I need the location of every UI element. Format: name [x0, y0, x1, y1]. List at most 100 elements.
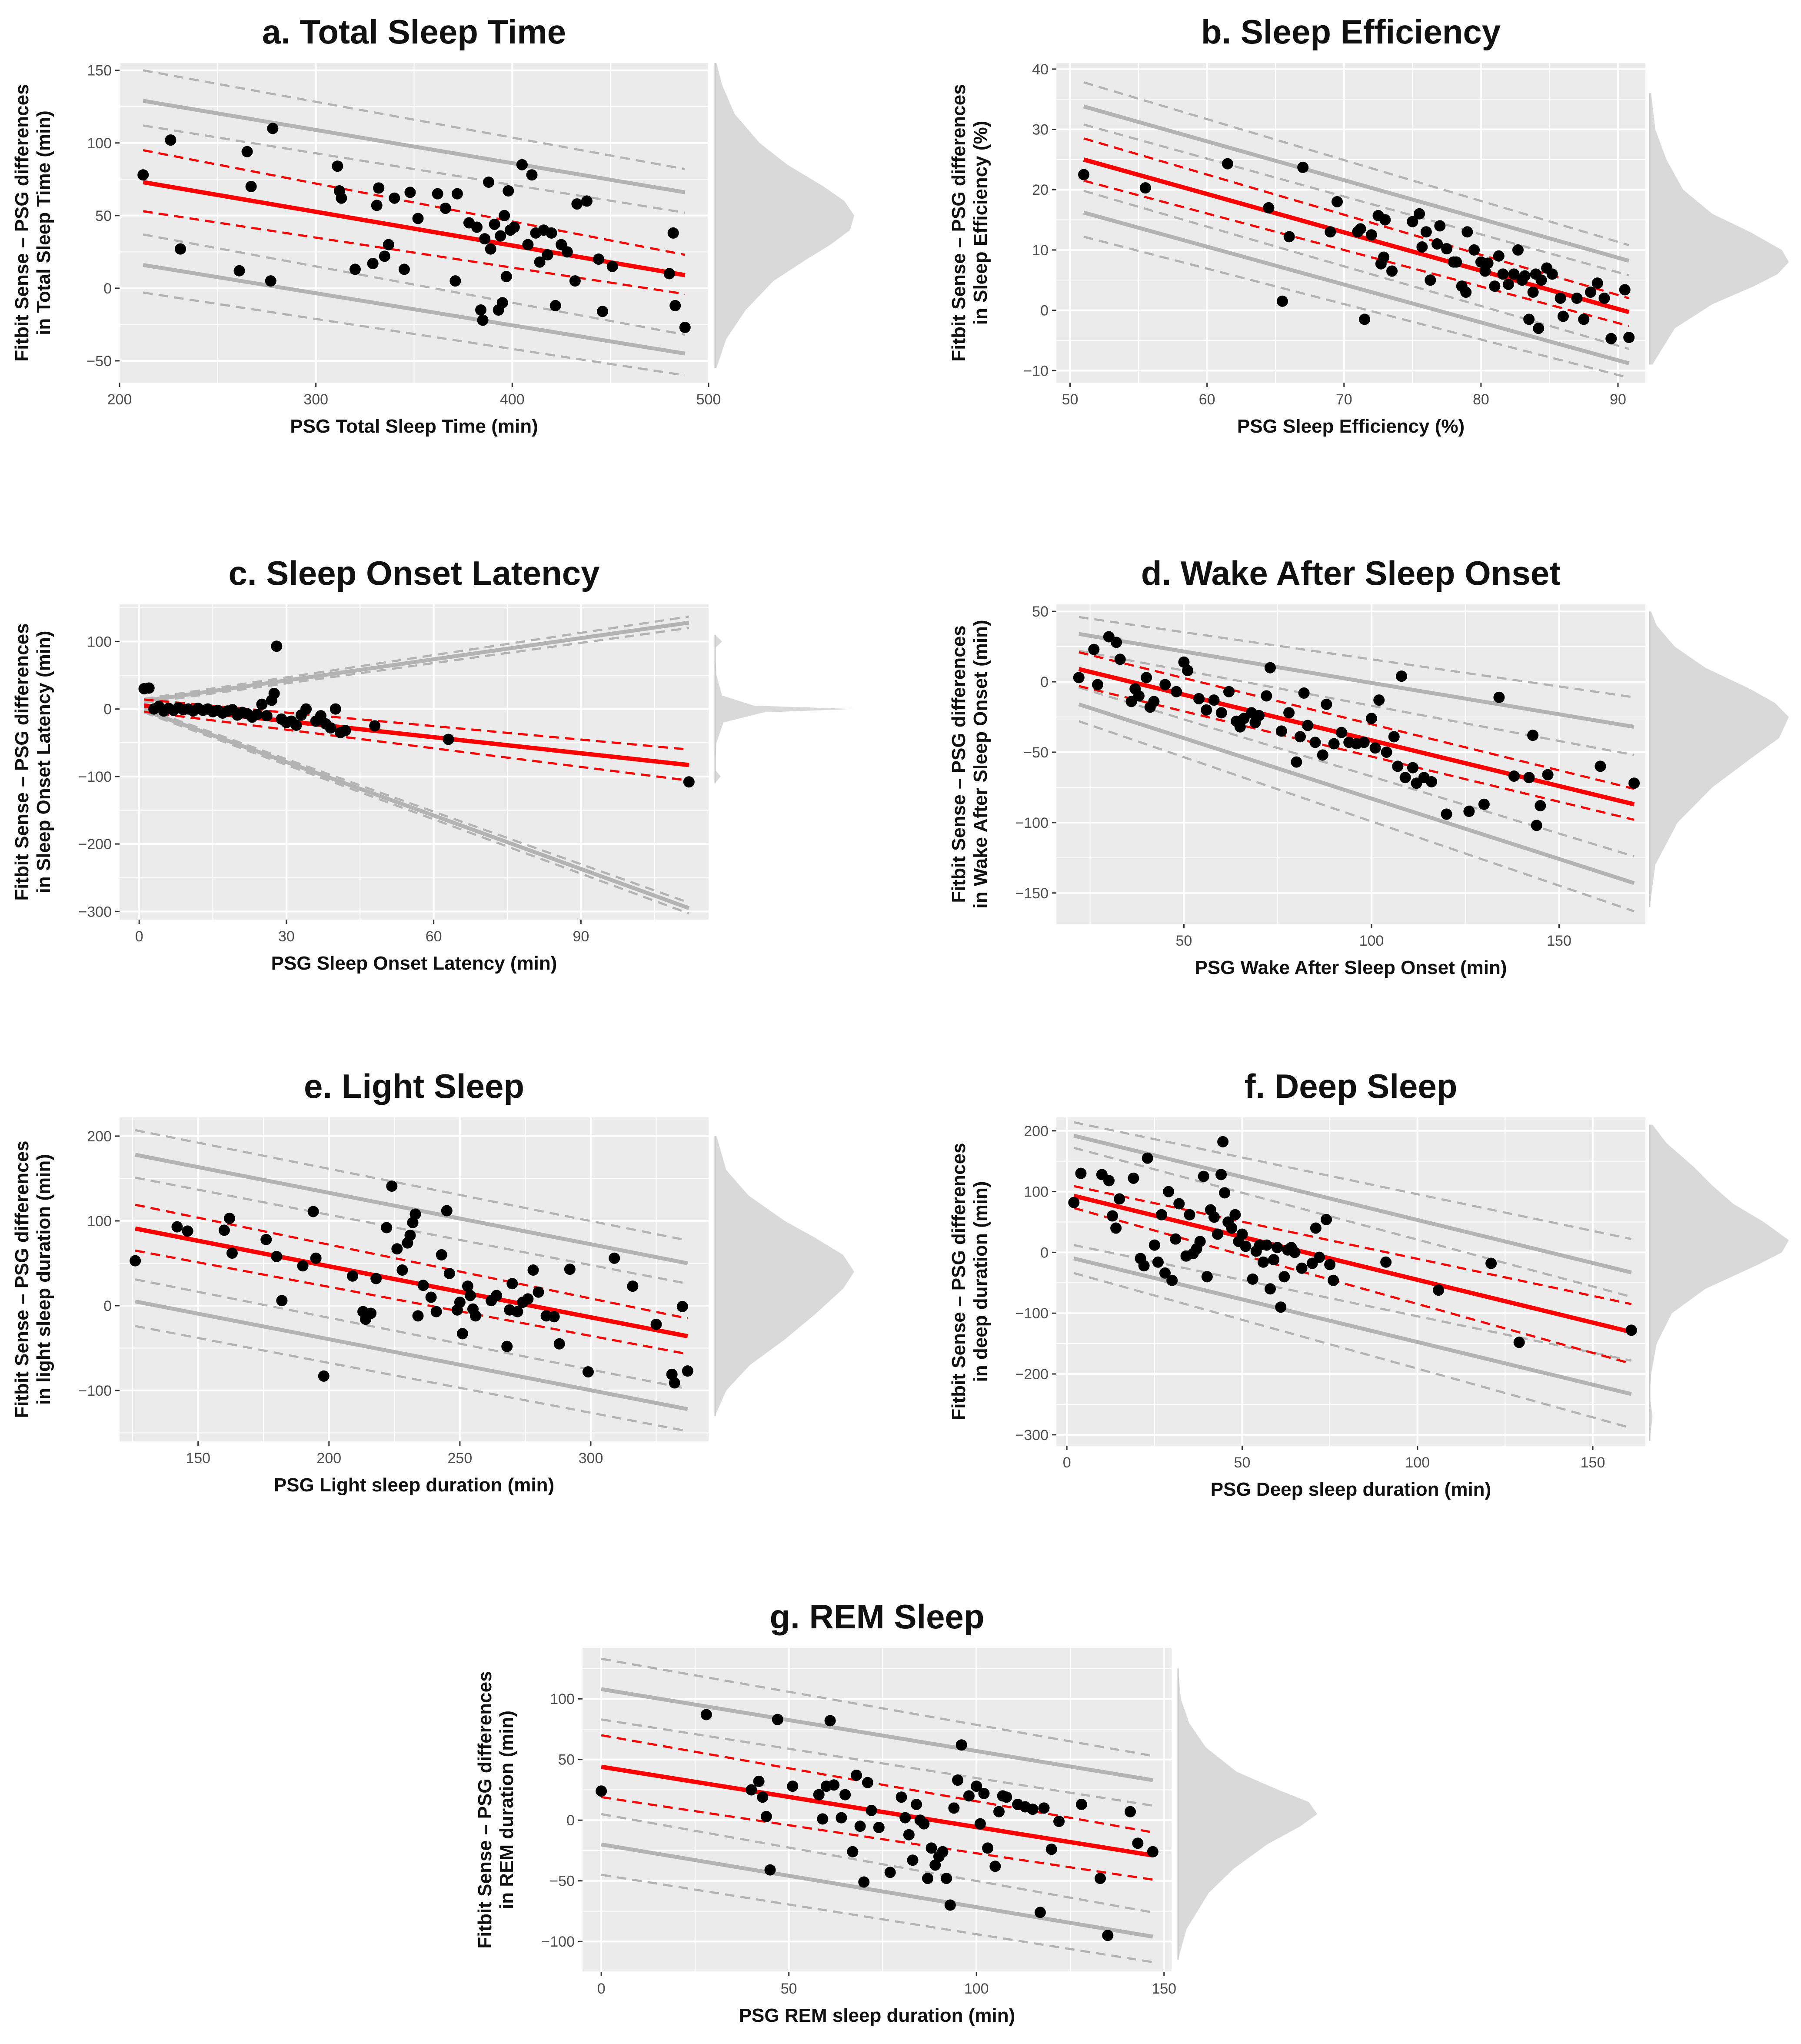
data-point [182, 1225, 193, 1237]
data-point [1275, 1301, 1287, 1313]
grid [583, 1648, 1172, 1972]
data-point [1441, 243, 1453, 255]
data-point [1493, 691, 1505, 703]
data-point [925, 1842, 937, 1854]
panel-b: b. Sleep Efficiency 50 60 70 80 90 −10 0 10 20 30 4… [948, 13, 1789, 437]
y-axis-label: in Sleep Efficiency (%) [970, 121, 991, 325]
data-point [1234, 721, 1246, 733]
data-point [1298, 687, 1310, 699]
data-point [669, 1377, 680, 1389]
data-point [1407, 216, 1418, 227]
data-point [1170, 1233, 1182, 1245]
regression-ci-upper-line [143, 149, 686, 256]
data-point [1261, 690, 1272, 702]
data-point [1208, 694, 1220, 706]
data-point [581, 195, 593, 207]
data-point [175, 243, 186, 255]
data-point [1309, 737, 1321, 748]
data-point [1396, 670, 1408, 682]
data-point [479, 233, 491, 245]
data-point [937, 1846, 949, 1857]
y-axis-label: Fitbit Sense – PSG differences [11, 623, 33, 900]
data-point [367, 258, 379, 270]
data-point [1208, 1211, 1220, 1223]
data-point [1324, 1259, 1336, 1270]
x-tick-label: 100 [964, 1981, 989, 1997]
data-point [464, 1290, 476, 1301]
data-point [593, 253, 605, 265]
data-point [165, 134, 176, 146]
data-point [1215, 707, 1227, 719]
data-point [318, 1370, 330, 1382]
x-tick-label: 300 [303, 391, 328, 408]
data-point [911, 1798, 922, 1810]
y-tick-label: 100 [87, 135, 112, 152]
x-axis-label: PSG Total Sleep Time (min) [290, 416, 538, 437]
data-point [546, 227, 557, 239]
data-point [1497, 268, 1509, 280]
data-point [1425, 274, 1436, 286]
data-point [1519, 270, 1531, 282]
data-point [907, 1854, 919, 1866]
axes: 0 50 100 150 −300 −200 −100 0 100 200 [1015, 1123, 1605, 1471]
data-point [1485, 1257, 1497, 1269]
x-tick-label: 300 [579, 1450, 603, 1467]
data-point [1605, 333, 1617, 344]
data-point [261, 710, 273, 722]
data-point [1420, 226, 1432, 238]
data-point [858, 1876, 870, 1888]
data-point [1317, 749, 1328, 761]
y-tick-label: 0 [566, 1812, 575, 1829]
data-point [669, 300, 681, 311]
data-point [1321, 1214, 1332, 1225]
data-point [503, 185, 514, 197]
data-point [683, 776, 695, 788]
data-point [407, 1217, 419, 1228]
data-point [1379, 214, 1391, 226]
y-tick-label: −50 [549, 1873, 575, 1890]
data-point [922, 1873, 934, 1884]
data-point [1253, 710, 1265, 721]
data-point [1388, 731, 1400, 743]
panel-a: a. Total Sleep Time 200 300 400 500 −50 0 50 100… [11, 13, 854, 437]
data-point [571, 198, 583, 210]
data-point [1546, 268, 1558, 280]
data-point [1215, 1169, 1227, 1180]
loa-lower-line [143, 263, 686, 356]
data-point [365, 1307, 377, 1319]
panel-f: f. Deep Sleep 0 50 100 150 −300 −200 −100 0 100 20… [948, 1067, 1789, 1500]
data-point [627, 1280, 639, 1292]
regression-ci-upper-line [1073, 1185, 1632, 1305]
data-points [137, 123, 691, 333]
data-point [1508, 268, 1520, 280]
data-point [746, 1784, 757, 1796]
data-point [350, 263, 361, 275]
data-point [1461, 226, 1473, 238]
data-point [522, 1293, 534, 1305]
data-point [516, 159, 528, 170]
data-point [1053, 1816, 1065, 1827]
data-point [1092, 679, 1103, 690]
data-point [1386, 265, 1398, 277]
data-point [1223, 686, 1235, 697]
data-point [1219, 1187, 1231, 1199]
data-point [663, 268, 675, 280]
loa-lower-ci-line [1073, 1244, 1632, 1362]
data-point [483, 176, 495, 188]
x-tick-label: 0 [1063, 1454, 1071, 1471]
x-tick-label: 0 [597, 1981, 606, 1997]
plot-background [1056, 63, 1645, 383]
data-point [1523, 772, 1535, 784]
data-point [443, 1267, 455, 1279]
data-point [1141, 672, 1152, 684]
data-point [1182, 665, 1194, 677]
data-point [522, 239, 534, 250]
axes: 200 300 400 500 −50 0 50 100 150 [87, 63, 721, 408]
data-point [439, 203, 451, 214]
y-axis-label: Fitbit Sense – PSG differences [948, 625, 969, 903]
loa-upper-ci-line [144, 615, 689, 700]
panel-title: g. REM Sleep [769, 1597, 984, 1636]
y-axis-label: in Wake After Sleep Onset (min) [970, 620, 991, 908]
data-point [1283, 707, 1295, 719]
data-point [404, 187, 416, 198]
